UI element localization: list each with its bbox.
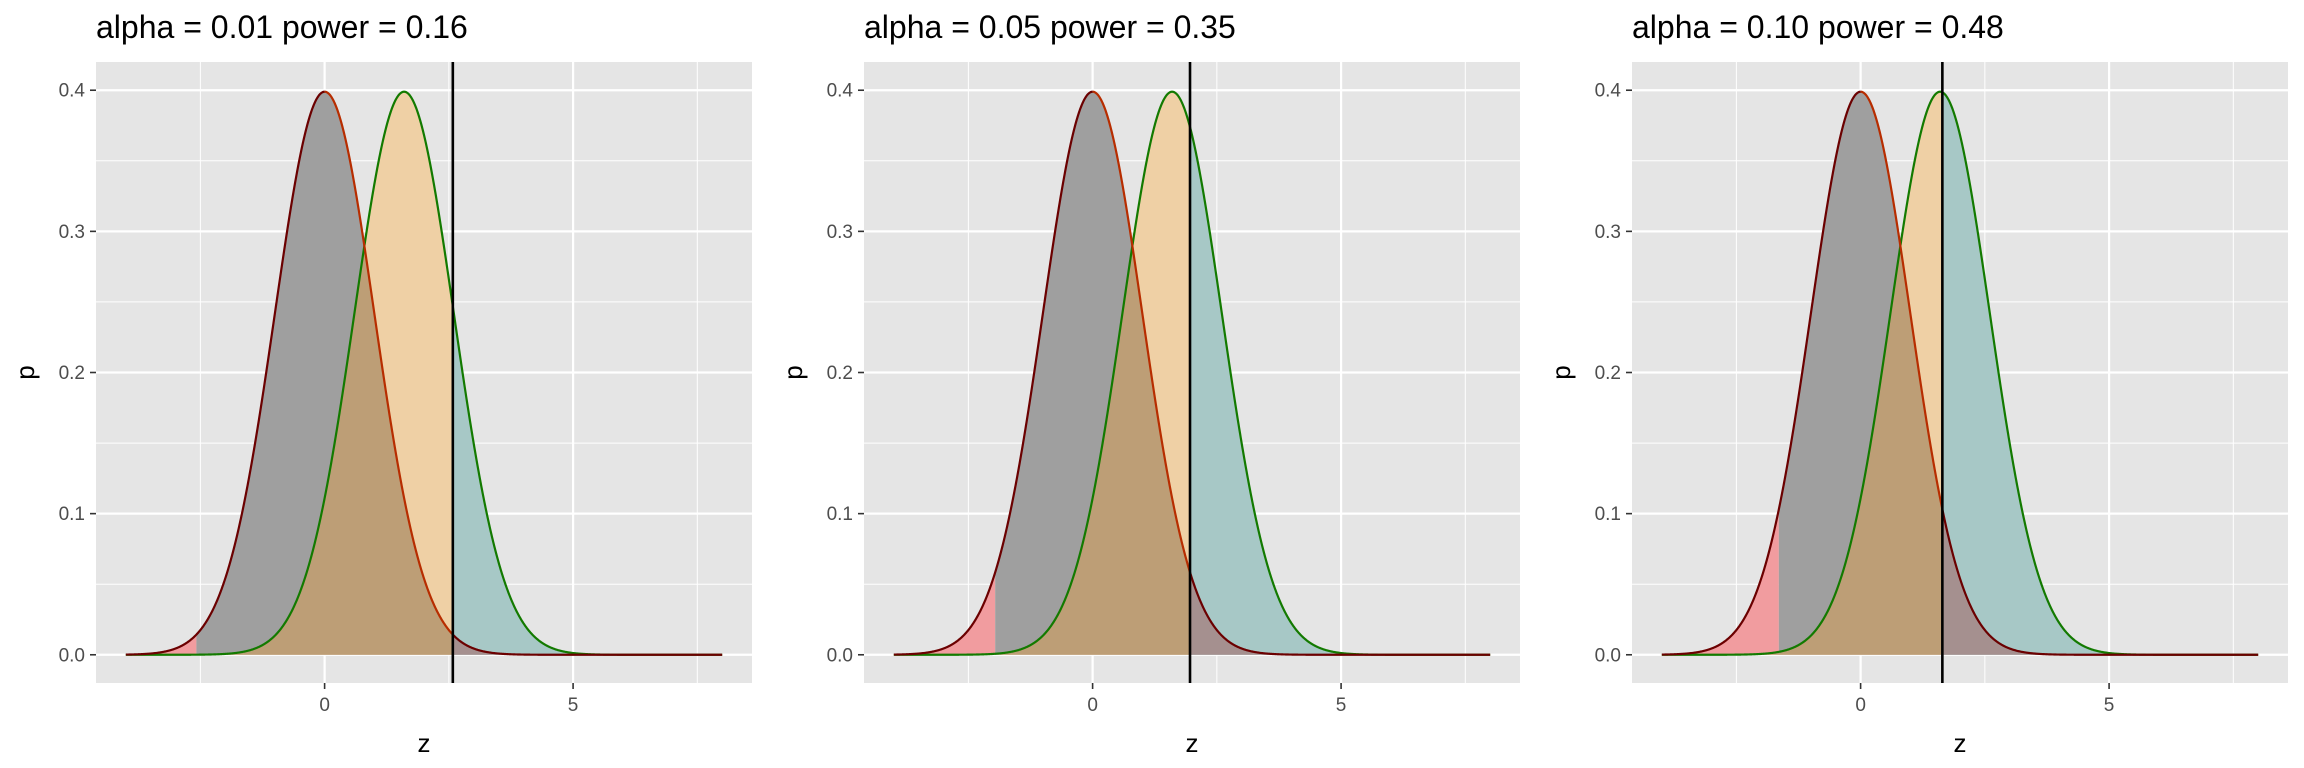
y-tick-label: 0.3 (827, 222, 853, 243)
chart-svg: 0.0 0.1 0.2 0.3 0.4 0 5 z p alpha = 0.10 power = … (1546, 9, 2288, 758)
chart-title: alpha = 0.01 power = 0.16 (96, 9, 468, 45)
chart-title: alpha = 0.05 power = 0.35 (864, 9, 1236, 45)
null-left-tail-area (125, 634, 197, 655)
null-curve-right (324, 90, 454, 636)
y-tick-label: 0.2 (59, 363, 85, 384)
x-tick-label: 0 (1855, 695, 1866, 716)
null-curve-right (1860, 90, 1944, 510)
y-tick-label: 0.2 (827, 363, 853, 384)
x-axis-label: z (418, 728, 431, 758)
null-curve-left (893, 90, 1093, 656)
y-tick-label: 0.3 (59, 222, 85, 243)
chart-panel-alpha-001: 0.0 0.1 0.2 0.3 0.4 0 5 z p alpha = 0.01 power = … (0, 0, 768, 768)
null-curve-left (1661, 90, 1861, 656)
y-tick-label: 0.4 (1595, 81, 1622, 102)
alt-power-area (1190, 127, 1491, 655)
null-curve-tail (1941, 509, 2259, 656)
alt-power-area (452, 306, 723, 655)
null-left-tail-area (1661, 509, 1779, 655)
x-tick-label: 0 (1087, 695, 1098, 716)
curves (125, 90, 723, 656)
null-curve-left (125, 90, 325, 656)
curves (893, 90, 1491, 656)
y-tick-label: 0.3 (1595, 222, 1621, 243)
y-axis-label: p (10, 365, 40, 379)
y-tick-label: 0.0 (59, 645, 85, 666)
chart-svg: 0.0 0.1 0.2 0.3 0.4 0 5 z p alpha = 0.05 power = … (778, 9, 1520, 758)
overlap-tail-area (1190, 572, 1491, 655)
alt-power-area (1942, 92, 2259, 655)
null-curve-right (1092, 90, 1192, 573)
y-axis-label: p (778, 365, 808, 379)
null-curve-tail (452, 633, 723, 656)
chart-panel-alpha-010: 0.0 0.1 0.2 0.3 0.4 0 5 z p alpha = 0.10 power = … (1536, 0, 2304, 768)
y-tick-label: 0.4 (827, 81, 854, 102)
x-tick-label: 5 (2104, 695, 2115, 716)
y-tick-label: 0.4 (59, 81, 86, 102)
areas (125, 91, 723, 655)
overlap-area (893, 245, 1191, 655)
x-axis-label: z (1954, 728, 1967, 758)
x-tick-label: 0 (319, 695, 330, 716)
curves (1661, 90, 2259, 656)
null-left-tail-area (893, 572, 996, 655)
axes: 0.0 0.1 0.2 0.3 0.4 0 5 (827, 81, 1347, 716)
y-tick-label: 0.2 (1595, 363, 1621, 384)
y-tick-label: 0.1 (59, 504, 85, 525)
overlap-tail-area (1942, 509, 2259, 655)
chart-svg: 0.0 0.1 0.2 0.3 0.4 0 5 z p alpha = 0.01 power = … (10, 9, 752, 758)
chart-panel-alpha-005: 0.0 0.1 0.2 0.3 0.4 0 5 z p alpha = 0.05 power = … (768, 0, 1536, 768)
null-curve-tail (1188, 571, 1491, 656)
chart-title: alpha = 0.10 power = 0.48 (1632, 9, 2004, 45)
areas (893, 91, 1491, 655)
y-axis-label: p (1546, 365, 1576, 379)
axes: 0.0 0.1 0.2 0.3 0.4 0 5 (59, 81, 579, 716)
y-tick-label: 0.1 (1595, 504, 1621, 525)
y-tick-label: 0.1 (827, 504, 853, 525)
x-tick-label: 5 (568, 695, 579, 716)
overlap-area (1661, 245, 1943, 655)
x-axis-label: z (1186, 728, 1199, 758)
x-tick-label: 5 (1336, 695, 1347, 716)
y-tick-label: 0.0 (827, 645, 853, 666)
overlap-area (125, 245, 453, 655)
areas (1661, 91, 2259, 655)
overlap-tail-area (452, 634, 723, 655)
y-tick-label: 0.0 (1595, 645, 1621, 666)
axes: 0.0 0.1 0.2 0.3 0.4 0 5 (1595, 81, 2115, 716)
